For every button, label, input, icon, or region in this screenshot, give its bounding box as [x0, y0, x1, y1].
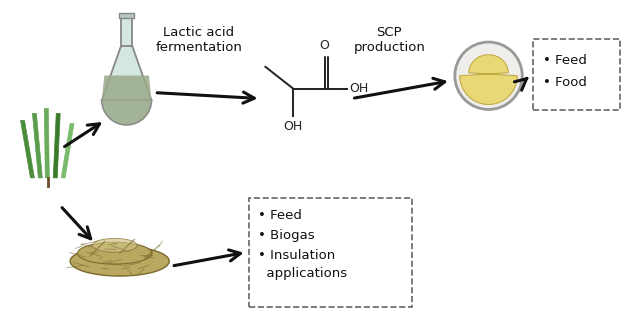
Ellipse shape — [92, 238, 137, 252]
Polygon shape — [44, 109, 49, 178]
Polygon shape — [32, 113, 42, 178]
Ellipse shape — [78, 242, 152, 264]
Polygon shape — [61, 123, 74, 178]
Text: OH: OH — [349, 82, 369, 95]
Polygon shape — [102, 45, 151, 100]
Bar — [249, 198, 412, 307]
Text: • Biogas: • Biogas — [258, 229, 315, 242]
Text: applications: applications — [258, 267, 348, 280]
Text: • Feed: • Feed — [543, 54, 587, 67]
Polygon shape — [121, 18, 132, 45]
Wedge shape — [103, 100, 151, 124]
Text: O: O — [319, 39, 329, 52]
Polygon shape — [102, 76, 151, 100]
Bar — [533, 39, 620, 111]
Text: • Food: • Food — [543, 76, 587, 89]
Wedge shape — [102, 100, 151, 125]
Text: SCP
production: SCP production — [353, 26, 425, 54]
Polygon shape — [119, 13, 134, 18]
Ellipse shape — [455, 42, 522, 110]
Ellipse shape — [70, 246, 169, 276]
Polygon shape — [53, 113, 60, 178]
Text: OH: OH — [284, 120, 303, 133]
Polygon shape — [460, 55, 517, 105]
Text: • Insulation: • Insulation — [258, 249, 335, 262]
Text: • Feed: • Feed — [258, 209, 303, 222]
Text: Lactic acid
fermentation: Lactic acid fermentation — [156, 26, 242, 54]
Polygon shape — [20, 120, 34, 178]
